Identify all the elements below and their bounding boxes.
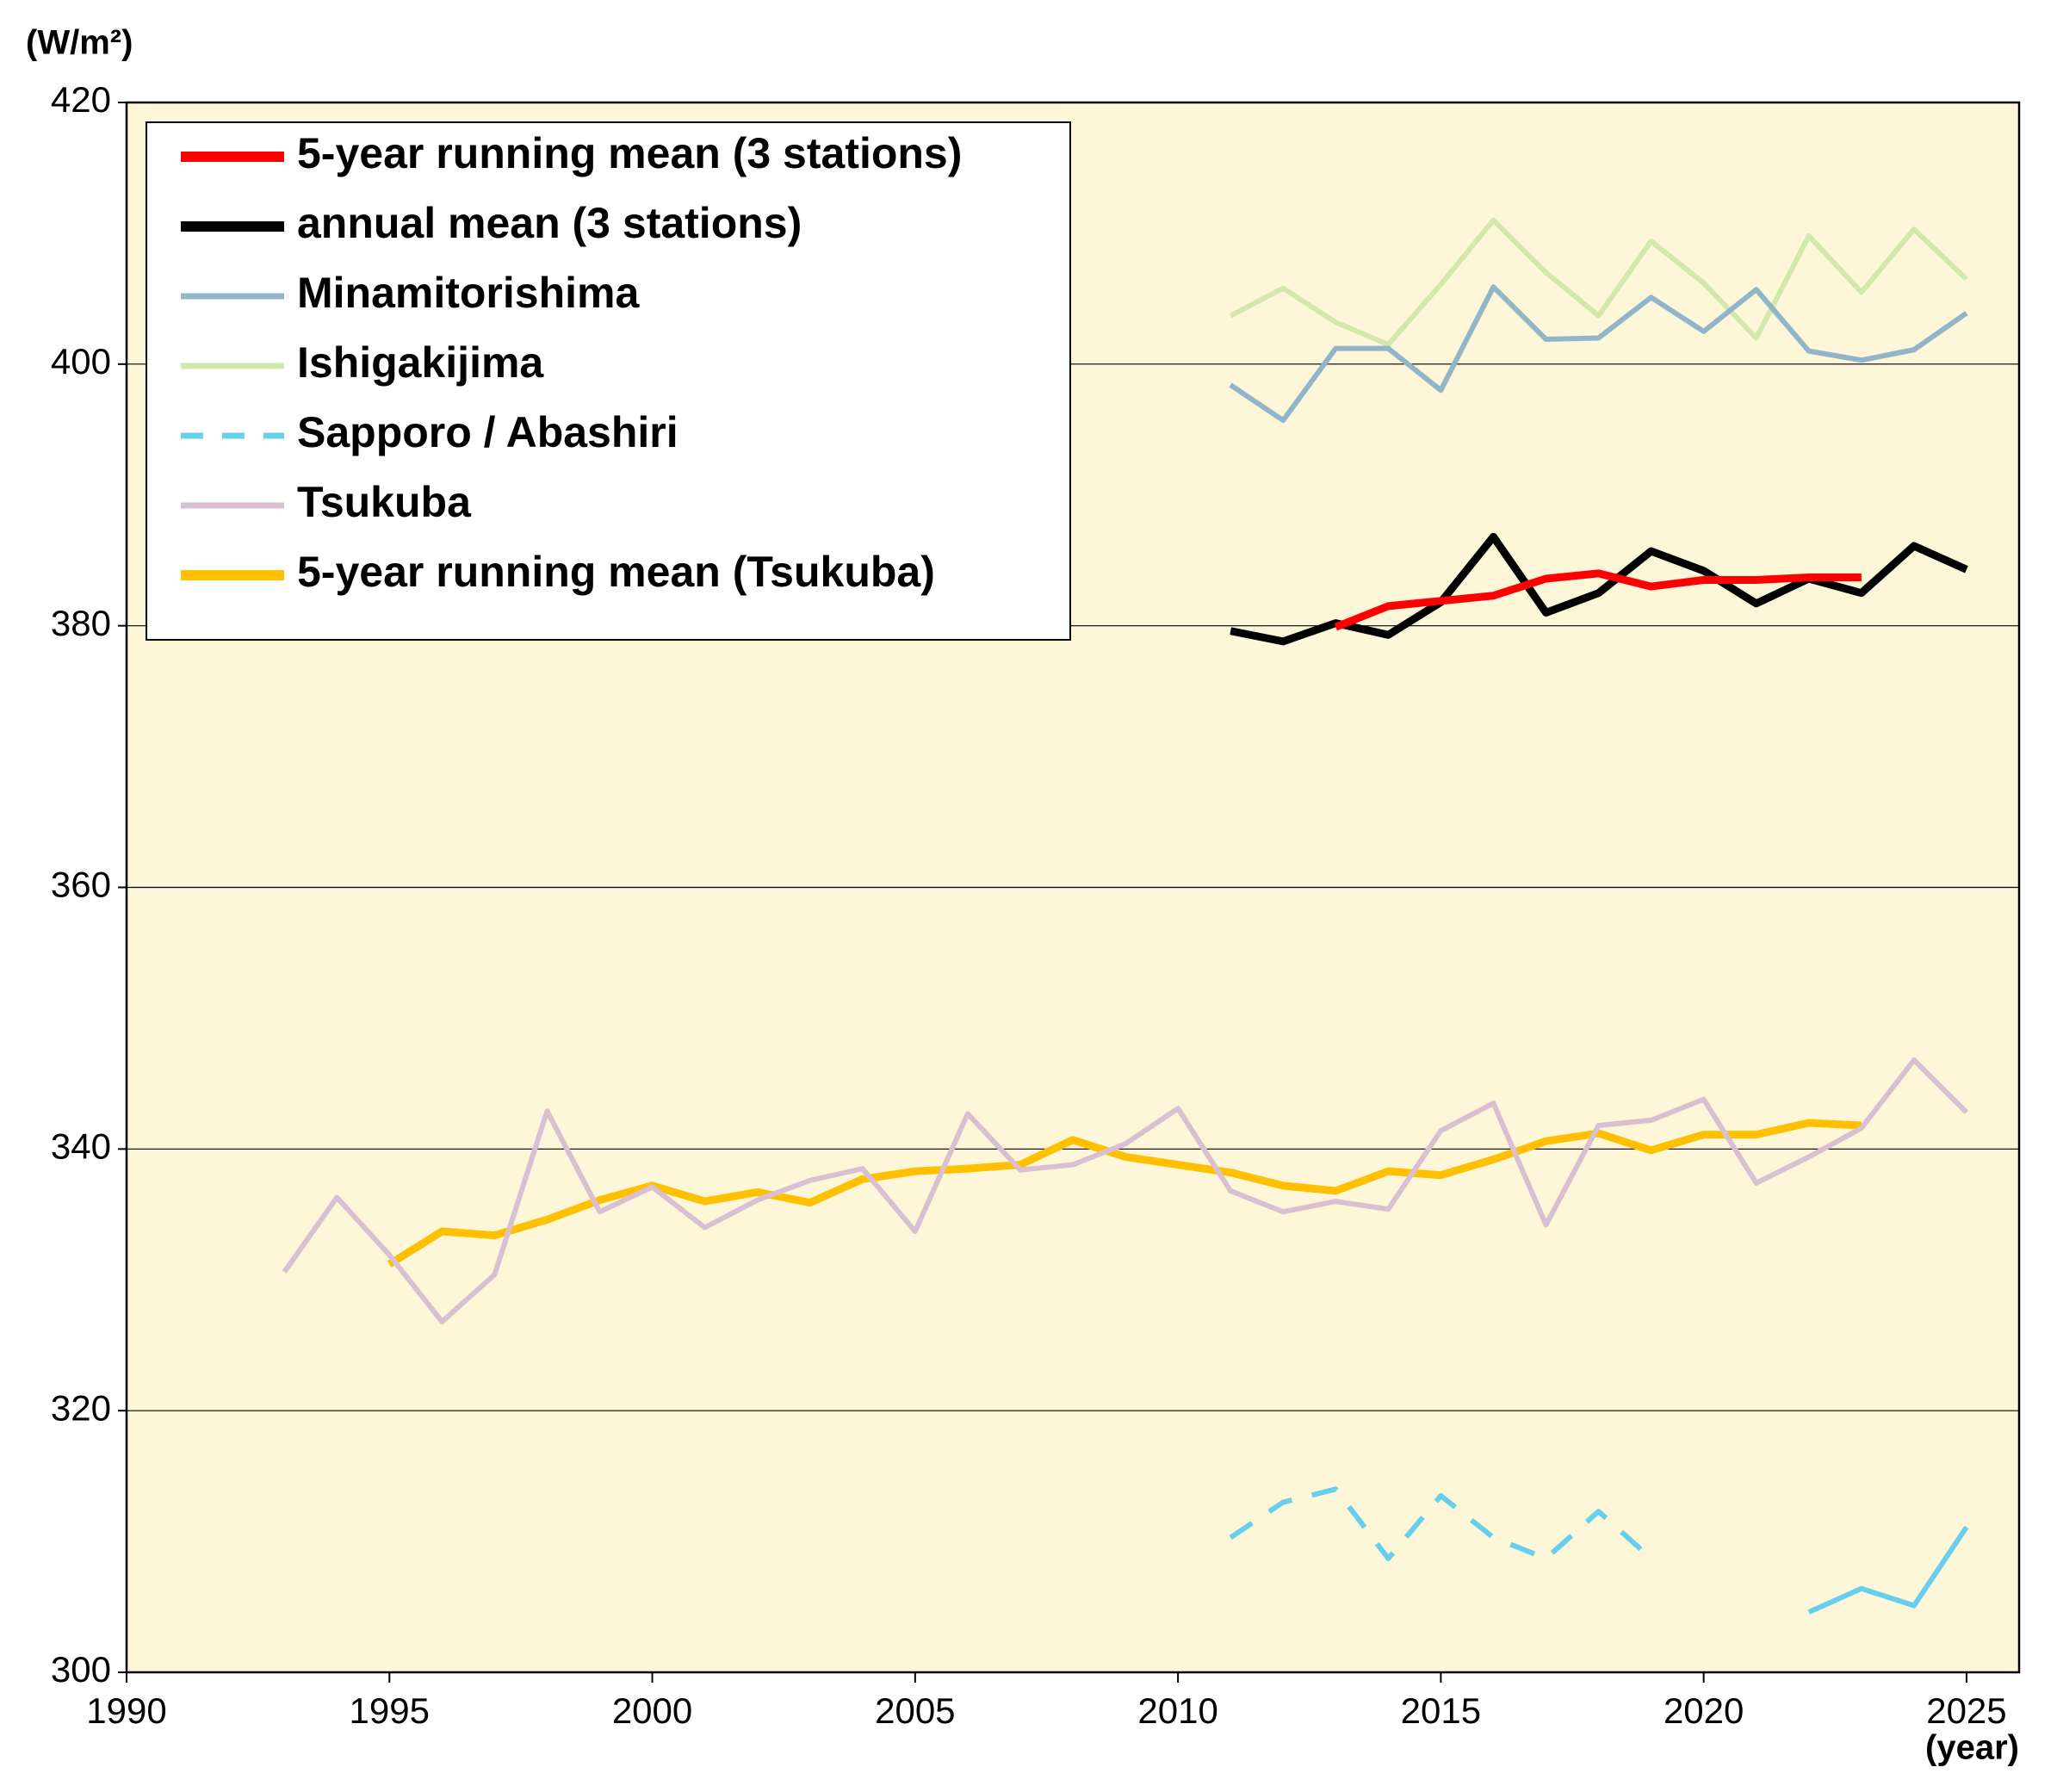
y-tick-label: 320 (51, 1387, 111, 1428)
y-tick-label: 400 (51, 341, 111, 381)
legend-label: Minamitorishima (297, 269, 640, 317)
legend: 5-year running mean (3 stations) annual m… (146, 121, 1071, 641)
x-tick-label: 2000 (612, 1690, 692, 1731)
x-tick-label: 1995 (350, 1690, 430, 1731)
series-line (387, 1119, 1862, 1268)
plot-frame (125, 101, 2021, 1674)
x-tick-label: 2005 (875, 1690, 955, 1731)
series-line (1807, 1525, 1969, 1615)
y-axis-unit: (W/m²) (26, 24, 133, 62)
legend-label: annual mean (3 stations) (297, 199, 802, 247)
x-tick-label: 2010 (1137, 1690, 1217, 1731)
series-line (282, 1057, 1969, 1324)
legend-label: Tsukuba (297, 478, 472, 526)
y-tick-label: 420 (51, 79, 111, 120)
series-line (1334, 569, 1862, 631)
x-tick-label: 2025 (1926, 1690, 2006, 1731)
x-tick-label: 2020 (1664, 1690, 1744, 1731)
legend-label: 5-year running mean (Tsukuba) (297, 548, 935, 596)
y-tick-label: 380 (51, 603, 111, 643)
x-tick-label: 2015 (1401, 1690, 1481, 1731)
x-tick-label: 1990 (86, 1690, 166, 1731)
series-line (1230, 532, 1968, 646)
series-line (1229, 1486, 1653, 1561)
y-tick-label: 340 (51, 1125, 111, 1166)
legend-label: 5-year running mean (3 stations) (297, 129, 962, 177)
series-line (1229, 284, 1968, 424)
y-tick-label: 360 (51, 865, 111, 905)
y-tick-label: 300 (51, 1649, 111, 1690)
legend-label: Sapporo / Abashiri (297, 408, 678, 456)
legend-box (146, 121, 1071, 641)
series-line (1229, 217, 1969, 348)
x-axis-unit: (year) (1925, 1729, 2019, 1767)
legend-label: Ishigakijima (297, 338, 544, 387)
